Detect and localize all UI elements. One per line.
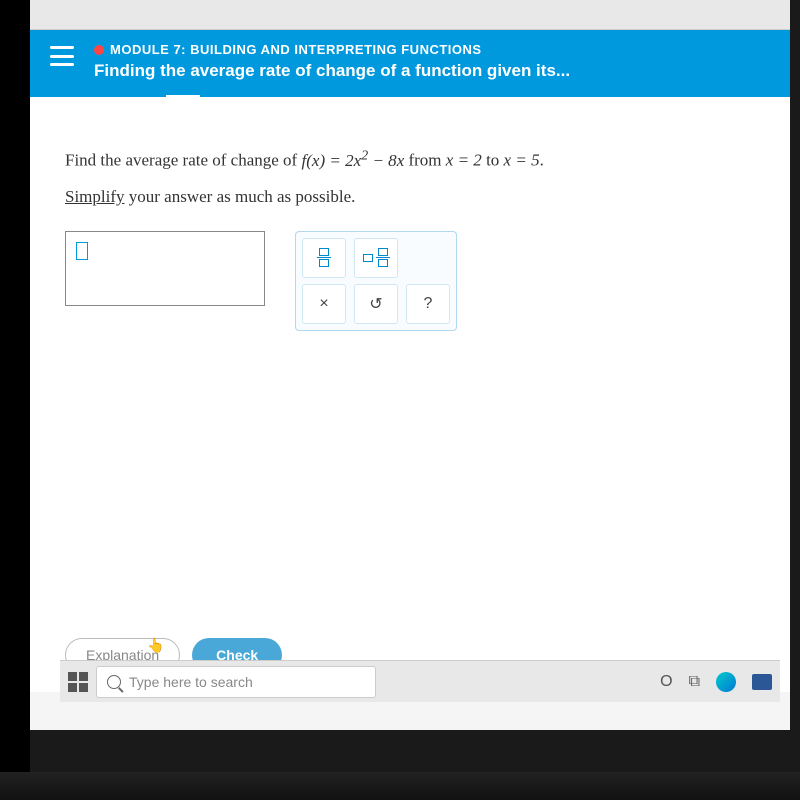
taskbar-search[interactable]: Type here to search [96, 666, 376, 698]
search-icon [107, 675, 121, 689]
instruction-text: Simplify your answer as much as possible… [65, 187, 760, 207]
browser-chrome [30, 0, 790, 30]
edge-icon[interactable] [716, 672, 736, 692]
cortana-icon[interactable]: O [660, 673, 672, 691]
module-label: MODULE 7: BUILDING AND INTERPRETING FUNC… [94, 42, 770, 57]
file-explorer-icon[interactable] [752, 674, 772, 690]
recording-dot-icon [94, 45, 104, 55]
answer-input[interactable] [65, 231, 265, 306]
lesson-header: MODULE 7: BUILDING AND INTERPRETING FUNC… [30, 30, 790, 97]
help-button[interactable]: ? [406, 284, 450, 324]
fraction-button[interactable] [302, 238, 346, 278]
search-placeholder: Type here to search [129, 674, 253, 690]
question-text: Find the average rate of change of f(x) … [65, 147, 760, 171]
mixed-number-button[interactable] [354, 238, 398, 278]
menu-icon[interactable] [50, 46, 74, 66]
math-toolbox: × ↺ ? [295, 231, 457, 331]
input-cursor-icon [76, 242, 88, 260]
laptop-keyboard [0, 772, 800, 800]
clear-button[interactable]: × [302, 284, 346, 324]
lesson-title: Finding the average rate of change of a … [94, 61, 770, 81]
start-button[interactable] [68, 672, 88, 692]
taskview-icon[interactable]: ⧉ [689, 673, 700, 691]
undo-button[interactable]: ↺ [354, 284, 398, 324]
simplify-link[interactable]: Simplify [65, 187, 125, 206]
windows-taskbar: Type here to search O ⧉ [60, 660, 780, 702]
question-content: Find the average rate of change of f(x) … [30, 97, 790, 692]
